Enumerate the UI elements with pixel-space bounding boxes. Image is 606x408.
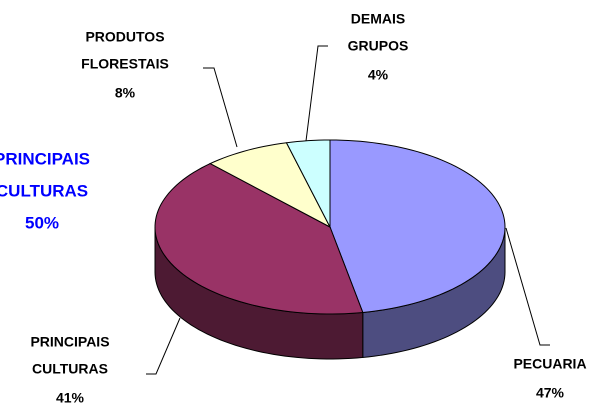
slice-label: GRUPOS [348,38,409,54]
value-label: 41% [56,390,85,406]
leader-lines [146,45,550,375]
slice-label: FLORESTAIS [81,56,169,72]
slice-label: CULTURAS [32,361,108,377]
slice-label: PRODUTOS [85,29,164,45]
slice-label: PECUARIA [513,356,586,372]
slice-label: PRINCIPAIS [30,334,109,350]
pie-slice [209,142,332,229]
pie-slice [329,139,506,313]
annotation: 50% [25,213,59,232]
leader-line [146,317,181,375]
leader-line [305,45,328,142]
leader-line [505,227,550,346]
value-label: 4% [368,67,389,83]
leader-line [203,67,238,148]
annotation: CULTURAS [0,181,88,200]
value-label: 8% [115,85,136,101]
pie-slice [285,139,331,228]
pie-slice [154,163,364,315]
slice-label: DEMAIS [351,11,405,27]
annotation: PRINCIPAIS [0,149,90,168]
value-label: 47% [536,385,565,401]
